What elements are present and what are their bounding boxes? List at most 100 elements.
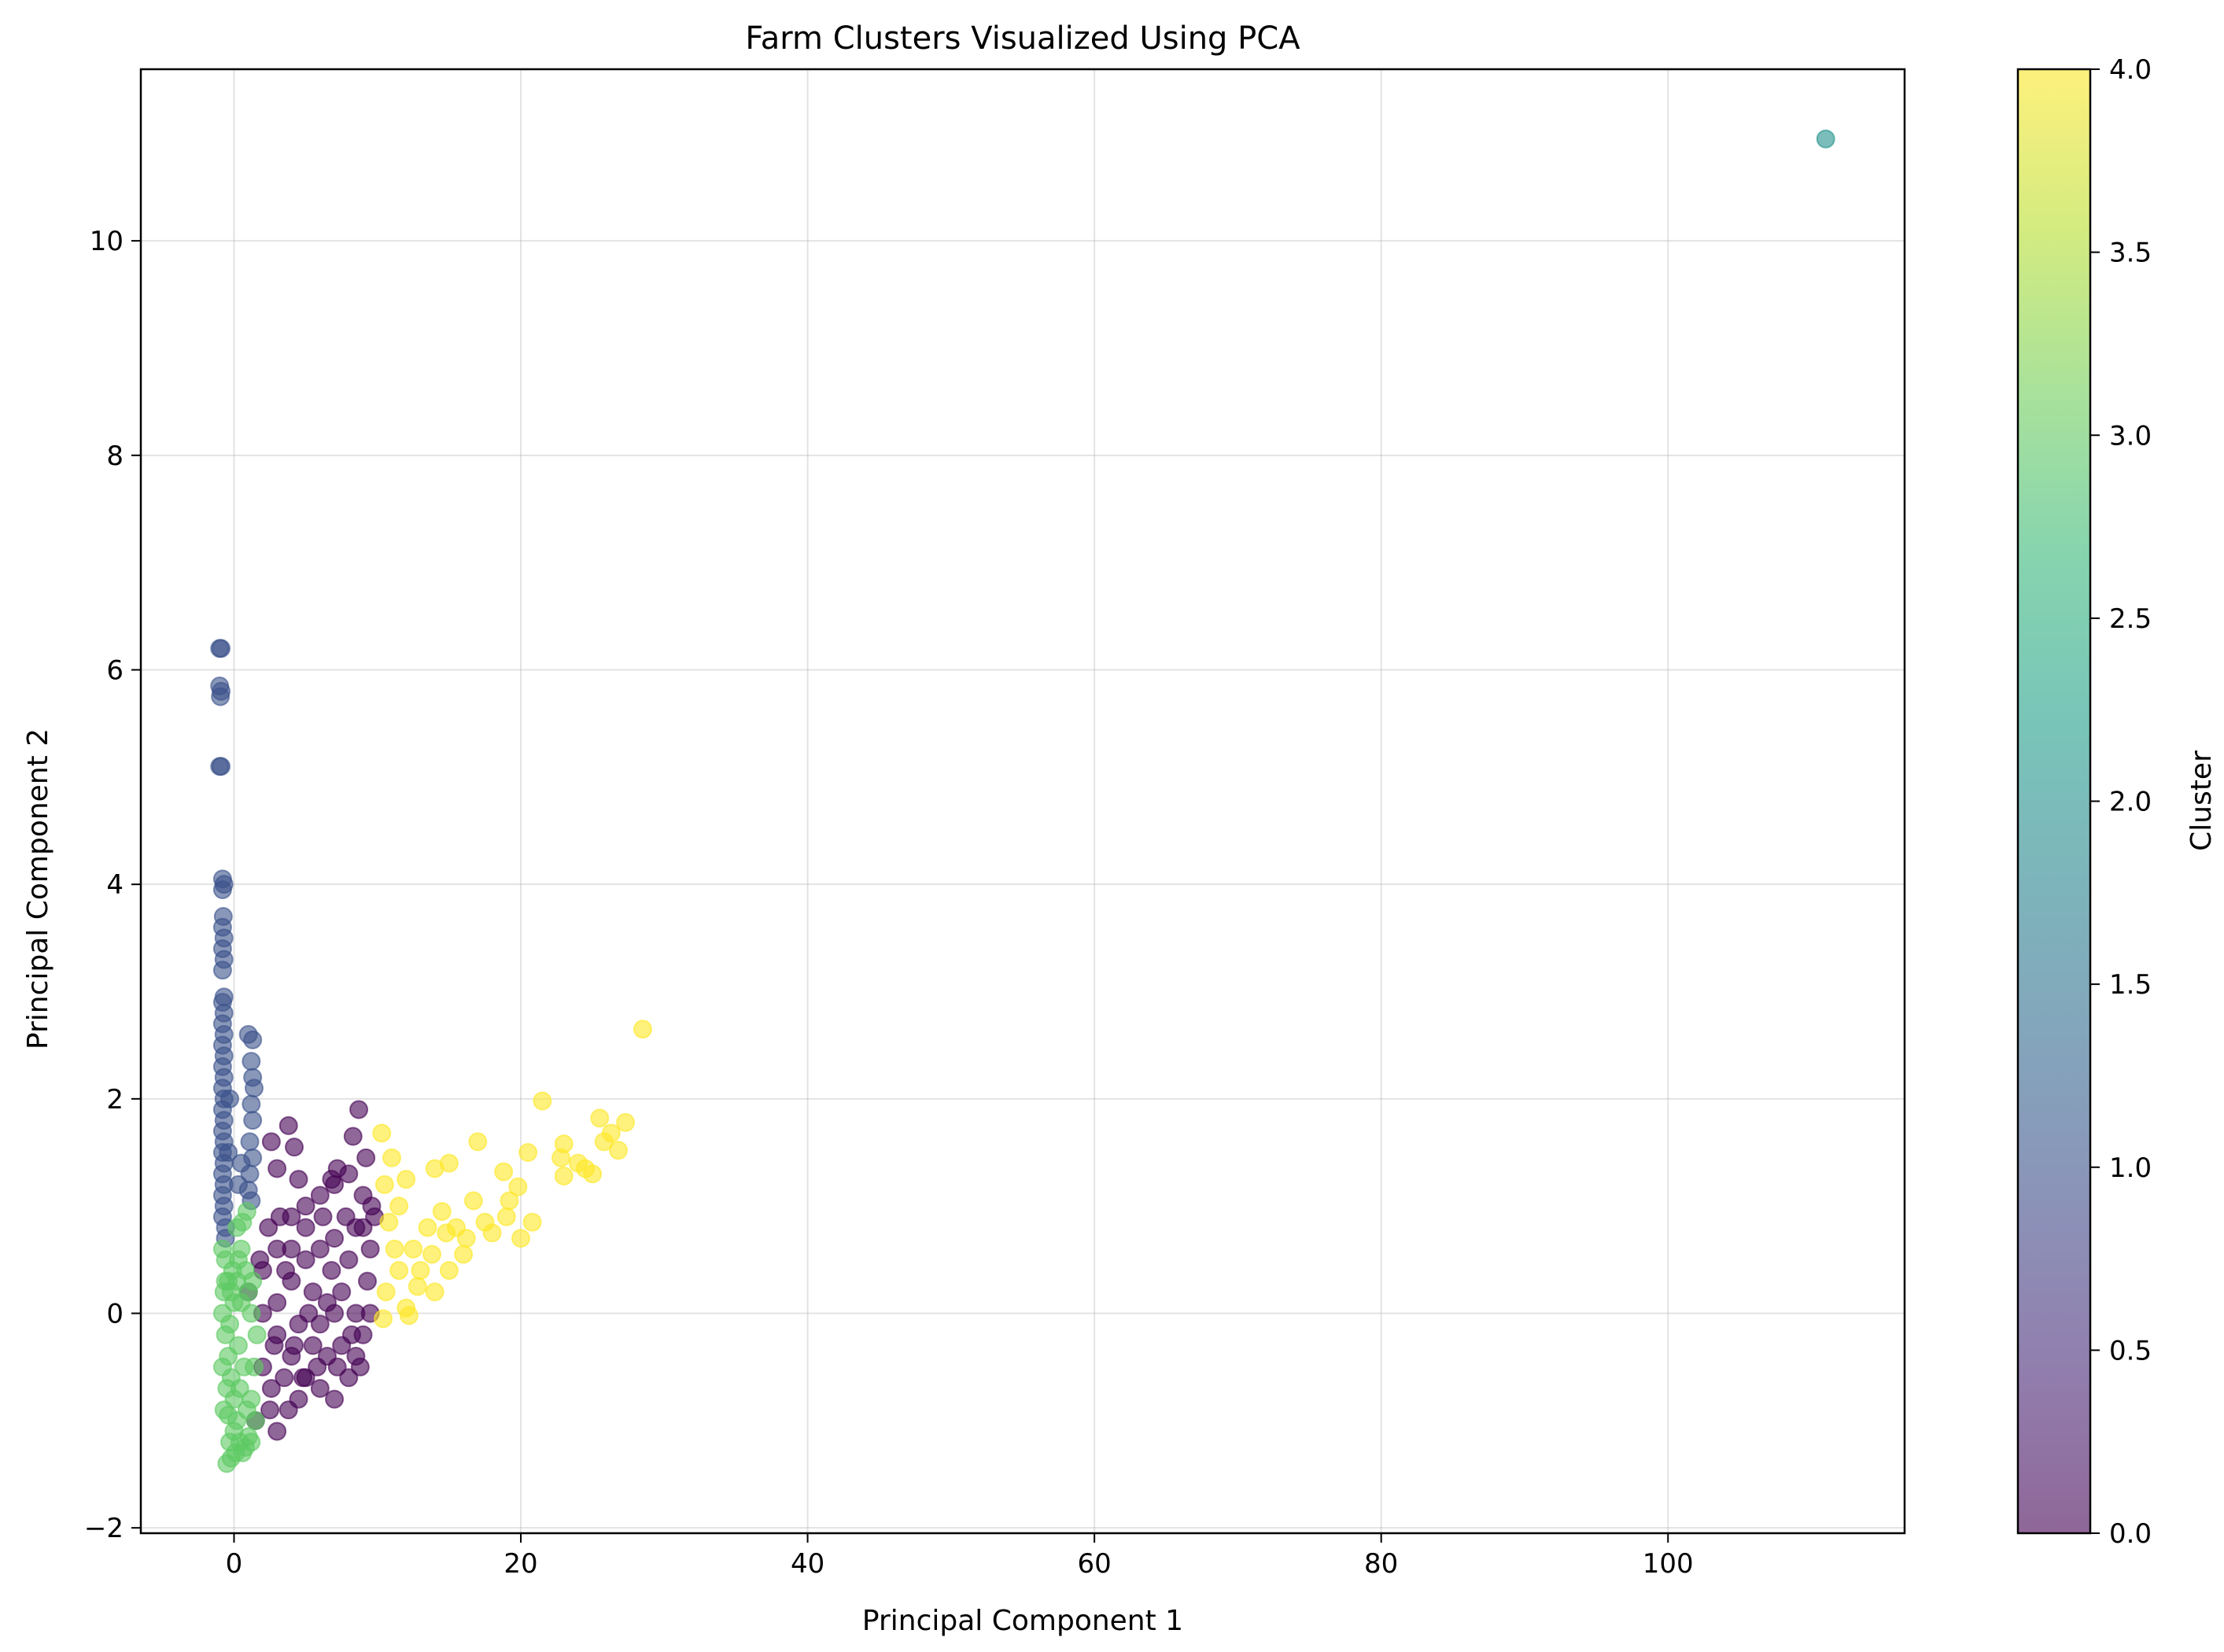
- colorbar-tick-label: 4.0: [2109, 54, 2152, 86]
- scatter-point-cluster-4: [590, 1108, 610, 1128]
- scatter-point-cluster-0: [343, 1127, 363, 1146]
- scatter-point-cluster-0: [293, 1368, 312, 1388]
- scatter-point-cluster-3: [242, 1433, 261, 1452]
- x-axis-label: Principal Component 1: [862, 1605, 1183, 1637]
- scatter-point-cluster-1: [242, 1094, 261, 1114]
- scatter-point-cluster-1: [212, 757, 231, 776]
- scatter-point-cluster-0: [303, 1336, 323, 1355]
- scatter-point-cluster-4: [422, 1245, 442, 1264]
- scatter-point-cluster-4: [404, 1239, 423, 1259]
- scatter-point-cluster-0: [261, 1132, 281, 1152]
- y-axis-ticks: −2 0 2 4 6 8 10: [84, 226, 141, 1544]
- x-tick-label: 60: [1078, 1548, 1112, 1580]
- scatter-point-cluster-4: [396, 1170, 416, 1189]
- y-tick-label: 6: [106, 655, 124, 686]
- scatter-point-cluster-3: [230, 1378, 249, 1398]
- scatter-point-cluster-1: [212, 879, 232, 899]
- scatter-point-cluster-4: [385, 1239, 404, 1259]
- scatter-point-cluster-4: [374, 1309, 393, 1329]
- scatter-point-cluster-0: [267, 1292, 287, 1312]
- scatter-point-cluster-1: [240, 1132, 260, 1152]
- scatter-point-cluster-4: [511, 1229, 531, 1248]
- scatter-point-cluster-1: [211, 687, 231, 706]
- scatter-point-cluster-1: [228, 1174, 248, 1194]
- scatter-point-cluster-0: [341, 1325, 361, 1344]
- scatter-point-cluster-0: [310, 1186, 330, 1205]
- scatter-point-cluster-3: [237, 1400, 256, 1420]
- scatter-point-cluster-1: [220, 1089, 240, 1108]
- scatter-point-cluster-0: [289, 1170, 308, 1189]
- scatter-point-cluster-4: [372, 1123, 392, 1143]
- scatter-point-cluster-3: [231, 1292, 251, 1312]
- scatter-point-cluster-4: [374, 1174, 394, 1194]
- scatter-point-cluster-3: [227, 1271, 247, 1291]
- plot-frame: [139, 68, 1906, 1535]
- scatter-point-cluster-4: [425, 1282, 444, 1302]
- scatter-points: [210, 129, 1835, 1473]
- scatter-point-cluster-0: [276, 1260, 296, 1280]
- scatter-point-cluster-0: [270, 1207, 290, 1226]
- chart-title: Farm Clusters Visualized Using PCA: [745, 20, 1300, 57]
- scatter-point-cluster-0: [325, 1304, 345, 1323]
- x-tick-label: 0: [226, 1548, 243, 1580]
- scatter-point-cluster-4: [399, 1306, 419, 1326]
- scatter-point-cluster-4: [508, 1177, 528, 1197]
- scatter-point-cluster-4: [633, 1020, 652, 1039]
- colorbar-tick-label: 3.0: [2109, 420, 2152, 452]
- scatter-point-cluster-3: [247, 1325, 267, 1344]
- scatter-point-cluster-0: [357, 1271, 377, 1291]
- scatter-point-cluster-0: [339, 1250, 359, 1270]
- colorbar: [2016, 68, 2092, 1535]
- scatter-point-cluster-4: [437, 1223, 456, 1243]
- y-tick-label: 8: [106, 441, 124, 472]
- scatter-point-cluster-3: [212, 1357, 232, 1377]
- scatter-point-cluster-0: [362, 1197, 382, 1216]
- scatter-point-cluster-4: [425, 1159, 444, 1178]
- scatter-point-cluster-4: [376, 1282, 396, 1302]
- scatter-point-cluster-4: [533, 1091, 552, 1111]
- scatter-point-cluster-4: [418, 1218, 437, 1237]
- scatter-point-cluster-4: [616, 1112, 636, 1132]
- scatter-point-cluster-4: [389, 1197, 409, 1216]
- scatter-point-cluster-0: [313, 1207, 333, 1226]
- scatter-point-cluster-0: [350, 1357, 370, 1377]
- scatter-point-cluster-3: [214, 1282, 234, 1302]
- scatter-point-cluster-0: [278, 1115, 298, 1135]
- scatter-point-cluster-4: [522, 1212, 542, 1232]
- colorbar-tick-label: 0.5: [2109, 1335, 2152, 1366]
- scatter-point-cluster-0: [327, 1357, 347, 1377]
- colorbar-tick-label: 3.5: [2109, 238, 2152, 269]
- scatter-point-cluster-0: [356, 1148, 376, 1167]
- scatter-point-cluster-0: [285, 1336, 304, 1355]
- scatter-point-cluster-3: [219, 1406, 238, 1425]
- scatter-point-cluster-4: [411, 1260, 430, 1280]
- scatter-point-cluster-4: [379, 1212, 399, 1232]
- scatter-point-cluster-3: [234, 1357, 254, 1377]
- scatter-point-cluster-1: [243, 1030, 263, 1049]
- scatter-point-cluster-0: [261, 1378, 281, 1398]
- scatter-point-cluster-0: [259, 1218, 278, 1237]
- scatter-point-cluster-0: [322, 1170, 341, 1189]
- x-tick-label: 100: [1643, 1548, 1694, 1580]
- scatter-point-cluster-4: [454, 1245, 474, 1264]
- scatter-point-cluster-0: [285, 1138, 304, 1157]
- scatter-point-cluster-4: [594, 1132, 614, 1152]
- colorbar-tick-label: 1.0: [2109, 1152, 2152, 1184]
- x-tick-label: 40: [791, 1548, 824, 1580]
- scatter-point-cluster-1: [243, 1111, 263, 1130]
- scatter-point-cluster-4: [500, 1191, 519, 1211]
- scatter-point-cluster-2: [1816, 129, 1835, 149]
- scatter-point-cluster-4: [382, 1148, 401, 1167]
- scatter-point-cluster-4: [608, 1141, 628, 1160]
- scatter-point-cluster-0: [336, 1207, 356, 1226]
- scatter-point-cluster-0: [299, 1304, 319, 1323]
- y-tick-label: 10: [90, 226, 124, 257]
- scatter-point-cluster-3: [233, 1212, 253, 1232]
- x-tick-label: 80: [1364, 1548, 1398, 1580]
- scatter-point-cluster-1: [212, 961, 232, 980]
- scatter-point-cluster-0: [296, 1218, 315, 1237]
- y-tick-label: 2: [106, 1084, 124, 1115]
- scatter-point-cluster-0: [267, 1159, 287, 1178]
- scatter-point-cluster-4: [456, 1229, 476, 1248]
- scatter-point-cluster-0: [353, 1218, 373, 1237]
